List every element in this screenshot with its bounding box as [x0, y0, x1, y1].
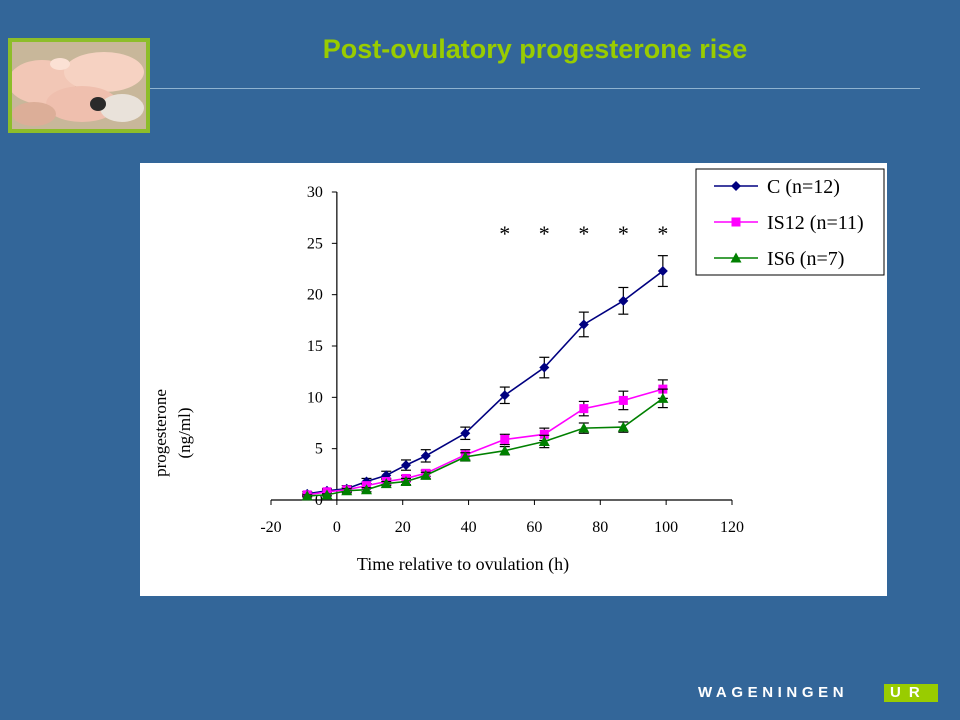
data-point — [657, 266, 668, 277]
y-tick-label: 0 — [315, 492, 323, 509]
legend-label: IS12 (n=11) — [767, 212, 864, 234]
significance-asterisk: * — [539, 221, 550, 246]
logo-wordmark: WAGENINGEN — [698, 684, 849, 701]
title-divider — [150, 88, 920, 89]
y-axis-label-line2: (ng/ml) — [175, 408, 194, 459]
x-tick-label: 0 — [333, 519, 341, 536]
data-point — [400, 476, 412, 487]
y-tick-label: 20 — [307, 287, 323, 304]
series-0 — [302, 255, 668, 499]
significance-asterisk: * — [618, 221, 629, 246]
y-axis-label-line1: progesterone — [151, 389, 170, 477]
y-tick-label: 10 — [307, 389, 323, 406]
x-tick-label: 40 — [461, 519, 477, 536]
data-point — [500, 434, 510, 444]
data-point — [539, 362, 550, 373]
progesterone-chart: -20 0 20 40 60 80 100 120 0 5 10 15 20 25 30 * * * * * pro… — [151, 168, 885, 575]
data-point — [579, 404, 589, 414]
significance-asterisk: * — [499, 221, 510, 246]
data-point — [420, 450, 431, 461]
legend-label: C (n=12) — [767, 176, 840, 198]
logo-accent-text: UR — [890, 684, 928, 701]
y-tick-label: 30 — [307, 184, 323, 201]
x-tick-label: -20 — [260, 519, 281, 536]
series-group — [301, 255, 669, 501]
legend-marker — [731, 181, 741, 191]
x-tick-label: 60 — [526, 519, 542, 536]
data-point — [420, 469, 432, 480]
significance-asterisk: * — [578, 221, 589, 246]
axes: -20 0 20 40 60 80 100 120 0 5 10 15 20 25 30 — [260, 184, 744, 536]
piglets-photo-image — [12, 42, 146, 129]
data-point — [578, 422, 590, 433]
y-tick-label: 25 — [307, 235, 323, 252]
wageningen-ur-logo: WAGENINGEN UR — [698, 684, 938, 702]
x-tick-label: 100 — [654, 519, 678, 536]
data-point — [341, 485, 353, 496]
data-point — [360, 484, 372, 495]
y-tick-label: 15 — [307, 338, 323, 355]
data-point — [539, 429, 549, 439]
logo-accent-box — [884, 684, 938, 702]
data-point — [380, 478, 392, 489]
piglets-photo — [8, 38, 150, 133]
data-point — [459, 451, 471, 462]
legend-label: IS6 (n=7) — [767, 248, 844, 270]
x-axis-label: Time relative to ovulation (h) — [357, 554, 569, 575]
series-line — [307, 388, 664, 496]
x-tick-label: 20 — [395, 519, 411, 536]
series-1 — [302, 379, 668, 500]
chart-panel: -20 0 20 40 60 80 100 120 0 5 10 15 20 25 30 * * * * * pro… — [140, 163, 887, 596]
y-tick-label: 5 — [315, 441, 323, 458]
x-tick-label: 80 — [592, 519, 608, 536]
data-point — [538, 435, 550, 446]
data-point — [578, 319, 589, 330]
series-line — [307, 270, 664, 495]
significance-markers: * * * * * — [499, 221, 668, 246]
legend-marker — [730, 252, 742, 263]
chart-legend: C (n=12) IS12 (n=11) IS6 (n=7) — [695, 168, 885, 276]
data-point — [618, 295, 629, 306]
data-point — [321, 489, 333, 500]
legend-marker — [731, 217, 741, 227]
data-point — [499, 445, 511, 456]
data-point — [460, 428, 471, 439]
data-point — [499, 390, 510, 401]
data-point — [618, 395, 628, 405]
slide-title: Post-ovulatory progesterone rise — [322, 34, 748, 64]
data-point — [657, 392, 669, 403]
x-tick-label: 120 — [720, 519, 744, 536]
series-2 — [301, 388, 669, 501]
data-point — [301, 490, 313, 501]
data-point — [401, 460, 412, 471]
data-point — [617, 421, 629, 432]
significance-asterisk: * — [657, 221, 668, 246]
